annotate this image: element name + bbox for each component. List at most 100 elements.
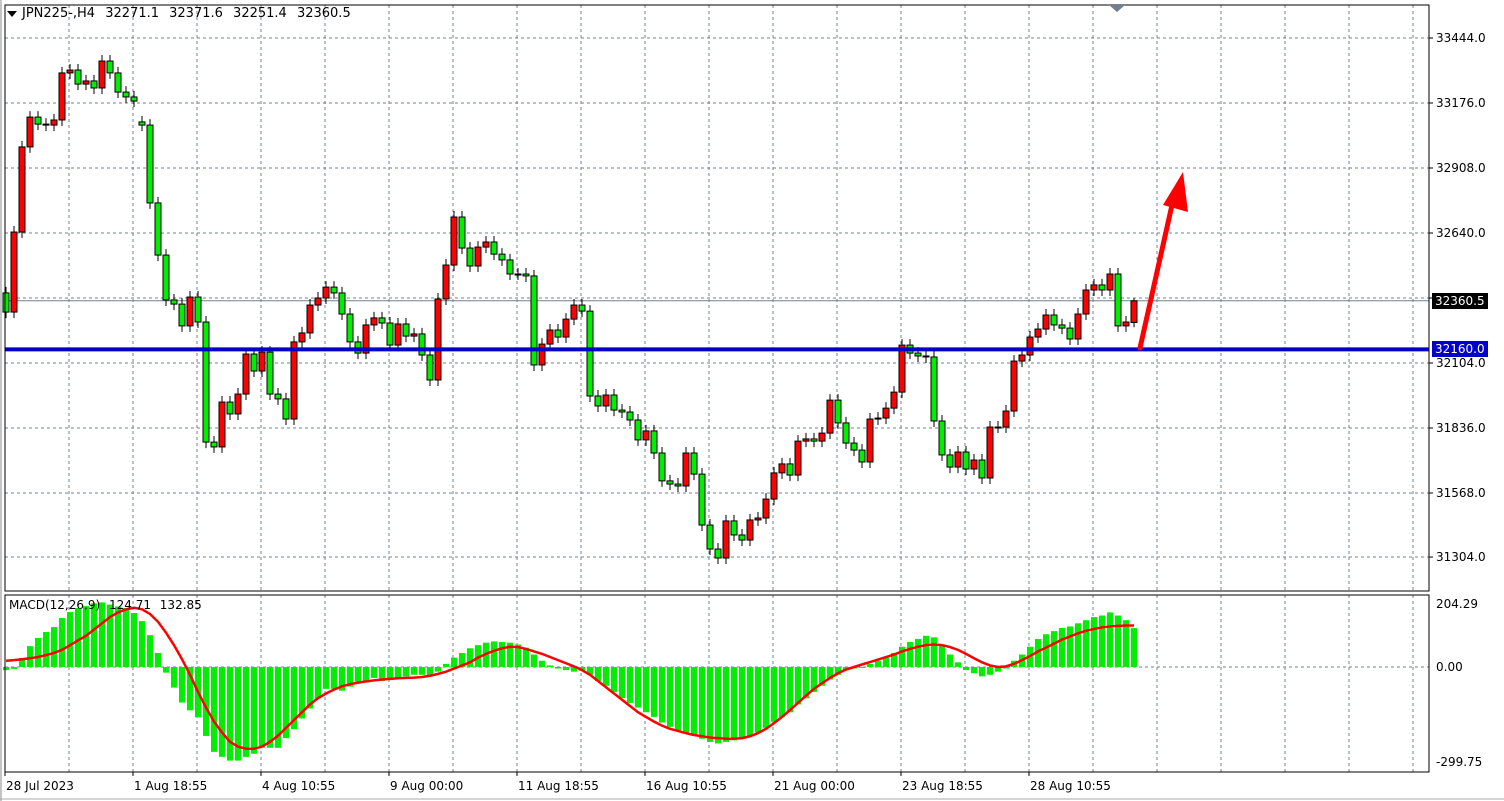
bullish-candle xyxy=(258,351,266,372)
bearish-candle xyxy=(418,333,426,356)
time-axis-label: 4 Aug 10:55 xyxy=(262,779,335,793)
bullish-candle xyxy=(442,264,450,300)
macd-histogram-bar xyxy=(1051,631,1057,667)
macd-histogram-bar xyxy=(187,667,193,711)
macd-histogram-bar xyxy=(331,667,337,689)
macd-histogram-bar xyxy=(443,663,449,667)
bearish-candle xyxy=(658,452,666,482)
bullish-candle xyxy=(362,324,370,354)
bearish-candle xyxy=(706,524,714,550)
bearish-candle xyxy=(90,80,98,89)
macd-histogram-bar xyxy=(283,667,289,739)
bullish-candle xyxy=(314,297,322,306)
macd-histogram-bar xyxy=(491,641,497,667)
macd-histogram-bar xyxy=(19,657,25,667)
bullish-candle xyxy=(682,452,690,487)
bullish-candle xyxy=(826,399,834,434)
chart-shift-marker-icon[interactable] xyxy=(1109,5,1125,12)
macd-histogram-bar xyxy=(1043,634,1049,667)
time-axis-label: 23 Aug 18:55 xyxy=(902,779,983,793)
macd-histogram-bar xyxy=(467,648,473,667)
bearish-candle xyxy=(738,534,746,541)
bullish-candle xyxy=(1130,300,1138,323)
macd-histogram-bar xyxy=(683,667,689,734)
macd-histogram-bar xyxy=(923,635,929,667)
macd-histogram-bar xyxy=(227,667,233,761)
bearish-candle xyxy=(594,395,602,407)
bearish-candle xyxy=(850,442,858,451)
macd-histogram-bar xyxy=(1123,620,1129,667)
bearish-candle xyxy=(938,420,946,456)
bearish-candle xyxy=(1058,324,1066,329)
bearish-candle xyxy=(634,419,642,441)
bullish-candle xyxy=(602,394,610,407)
macd-histogram-bar xyxy=(371,667,377,678)
macd-tick-label: 204.29 xyxy=(1436,597,1478,611)
bullish-candle xyxy=(298,332,306,343)
low-value: 32251.4 xyxy=(233,6,287,21)
macd-histogram-bar xyxy=(3,667,9,671)
macd-histogram-bar xyxy=(43,632,49,667)
red-arrow-shaft[interactable] xyxy=(1137,202,1175,351)
bullish-candle xyxy=(1074,313,1082,340)
red-arrow-head-icon[interactable] xyxy=(1163,172,1188,212)
symbol-menu-icon[interactable] xyxy=(7,11,17,17)
bullish-candle xyxy=(970,459,978,470)
macd-histogram-bar xyxy=(715,667,721,744)
bearish-candle xyxy=(586,310,594,397)
bearish-candle xyxy=(250,353,258,372)
macd-histogram-bar xyxy=(115,606,121,667)
current-price-tag: 32360.5 xyxy=(1432,292,1488,309)
bullish-candle xyxy=(370,317,378,326)
bearish-candle xyxy=(1098,284,1106,291)
bearish-candle xyxy=(714,548,722,559)
bullish-candle xyxy=(82,80,90,85)
bearish-candle xyxy=(978,459,986,479)
bearish-candle xyxy=(730,520,738,536)
bearish-candle xyxy=(178,303,186,327)
macd-histogram-bar xyxy=(603,667,609,686)
macd-histogram-bar xyxy=(75,608,81,667)
bearish-candle xyxy=(74,69,82,85)
open-value: 32271.1 xyxy=(105,6,159,21)
macd-histogram-bar xyxy=(875,660,881,667)
macd-histogram-bar xyxy=(651,667,657,717)
bearish-candle xyxy=(666,480,674,485)
bearish-candle xyxy=(490,241,498,255)
level-price-tag[interactable]: 32160.0 xyxy=(1432,341,1488,358)
macd-histogram-bar xyxy=(1035,638,1041,667)
bullish-candle xyxy=(778,463,786,474)
bullish-candle xyxy=(306,304,314,334)
bearish-candle xyxy=(522,273,530,277)
macd-histogram-bar xyxy=(619,667,625,699)
macd-histogram-bar xyxy=(427,667,433,677)
macd-histogram-bar xyxy=(515,644,521,667)
price-tick-label: 32908.0 xyxy=(1436,161,1486,175)
macd-histogram-bar xyxy=(323,667,329,689)
macd-histogram-bar xyxy=(163,667,169,673)
macd-histogram-bar xyxy=(1083,620,1089,667)
bullish-candle xyxy=(986,426,994,479)
macd-histogram-bar xyxy=(547,665,553,667)
bullish-candle xyxy=(762,498,770,519)
bearish-candle xyxy=(426,354,434,381)
macd-main-value: 124.71 xyxy=(108,598,151,612)
macd-histogram-bar xyxy=(475,645,481,667)
macd-histogram-bar xyxy=(611,667,617,692)
bullish-candle xyxy=(538,343,546,366)
macd-histogram-bar xyxy=(563,667,569,671)
bullish-candle xyxy=(1026,336,1034,356)
high-value: 32371.6 xyxy=(169,6,223,21)
bullish-candle xyxy=(482,241,490,248)
time-axis-label: 21 Aug 00:00 xyxy=(774,779,855,793)
time-axis-label: 1 Aug 18:55 xyxy=(134,779,207,793)
bullish-candle xyxy=(450,216,458,266)
macd-histogram-bar xyxy=(595,667,601,682)
macd-histogram-bar xyxy=(299,667,305,719)
macd-histogram-bar xyxy=(459,652,465,667)
bearish-candle xyxy=(930,356,938,422)
chart-title: JPN225-,H4 32271.1 32371.6 32251.4 32360… xyxy=(22,6,357,21)
macd-histogram-bar xyxy=(811,667,817,692)
